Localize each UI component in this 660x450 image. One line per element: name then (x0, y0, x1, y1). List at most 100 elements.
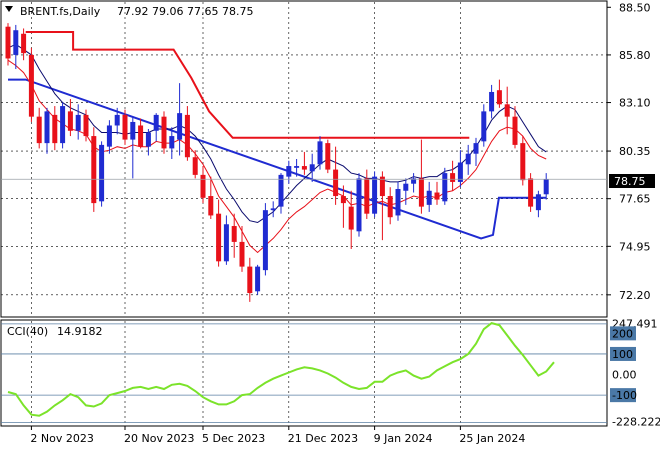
candle-body (177, 113, 183, 140)
candle-body (473, 143, 479, 154)
price-tick-label: 83.10 (619, 97, 651, 110)
candle-body (450, 173, 456, 182)
candle-body (340, 196, 346, 204)
candle-body (465, 153, 471, 165)
x-tick-label: 2 Nov 2023 (30, 432, 93, 445)
candle-body (200, 174, 206, 198)
x-tick-label: 20 Nov 2023 (124, 432, 194, 445)
current-price-badge (609, 174, 655, 188)
chart-title: BRENT.fs,Daily (20, 5, 101, 18)
candle-body (387, 196, 393, 218)
candle-body (75, 114, 81, 131)
candle-body (161, 116, 167, 149)
price-tick-label: 88.50 (619, 1, 651, 14)
envelope-upper-line (25, 31, 470, 139)
candle-body (184, 114, 190, 158)
candle-body (372, 176, 378, 214)
candle-body (325, 143, 331, 170)
candle-body (28, 54, 34, 117)
envelope-lower-line (8, 78, 547, 240)
candle-body (122, 114, 128, 140)
x-tick-label: 5 Dec 2023 (202, 432, 265, 445)
candle-body (52, 114, 58, 144)
price-tick-label: 77.65 (619, 193, 651, 206)
candle-body (262, 210, 268, 271)
candle-body (36, 116, 42, 144)
candle-body (333, 169, 339, 197)
price-tick-label: 74.95 (619, 240, 651, 253)
candle-body (543, 179, 549, 195)
candle-body (99, 144, 105, 202)
axis-labels: 88.50 85.80 83.10 80.35 77.65 74.95 72.20 2 Nov… (30, 1, 660, 445)
candle-body (395, 188, 401, 216)
cci-value: 14.9182 (57, 325, 103, 338)
cci-marks (7, 322, 555, 417)
cci-tick-label: 200 (612, 327, 633, 340)
candle-body (434, 192, 440, 200)
candle-body (130, 121, 136, 140)
cci-grid (1, 321, 607, 425)
candle-body (512, 116, 518, 145)
candle-body (356, 178, 362, 232)
candle-body (169, 136, 175, 149)
cci-label: CCI(40) (7, 325, 48, 338)
candle-body (216, 213, 222, 262)
candle-body (114, 114, 120, 126)
candle-body (21, 33, 27, 54)
chart-triangle-icon (5, 6, 13, 12)
candle-body (83, 114, 89, 137)
ohlc-readout: 77.92 79.06 77.65 78.75 (117, 5, 253, 18)
cci-line (7, 322, 555, 417)
candle-body (317, 141, 323, 165)
candle-body (426, 190, 432, 205)
candle-body (301, 166, 307, 170)
price-marks (1, 23, 607, 302)
price-tick-label: 80.35 (619, 145, 651, 158)
price-tick-label: 85.80 (619, 49, 651, 62)
candle-body (247, 266, 253, 294)
candle-body (153, 114, 159, 131)
candle-body (528, 178, 534, 207)
cci-tick-label: 0.00 (612, 369, 637, 382)
ma-fast-line (7, 59, 547, 254)
ma-slow-line (7, 43, 547, 224)
candle-body (67, 111, 73, 131)
cci-tick-label: -228.222 (612, 416, 660, 429)
candle-body (192, 157, 198, 175)
candle-body (5, 26, 11, 59)
price-tick-label: 72.20 (619, 289, 651, 302)
cci-panel-frame (0, 319, 608, 427)
candle-body (364, 178, 370, 214)
candle-body (91, 136, 97, 204)
candle-body (403, 183, 409, 191)
candle-body (106, 125, 112, 147)
candle-body (270, 208, 276, 211)
x-tick-label: 9 Jan 2024 (374, 432, 433, 445)
candle-body (418, 178, 424, 207)
candle-body (457, 162, 463, 182)
candle-body (255, 266, 261, 292)
candle-body (411, 178, 417, 184)
candle-body (504, 104, 510, 117)
candle-body (496, 90, 502, 105)
candle-body (208, 196, 214, 216)
candle-body (60, 106, 66, 144)
current-price-label: 78.75 (614, 175, 646, 188)
candle-body (379, 176, 385, 197)
candle-body (535, 194, 541, 211)
candle-body (231, 226, 237, 242)
candle-body (489, 91, 495, 112)
candle-body (138, 125, 144, 147)
candle-body (294, 166, 300, 168)
candle-body (348, 206, 354, 230)
candle-body (520, 143, 526, 181)
candle-body (239, 241, 245, 267)
cci-tick-label: 100 (612, 348, 633, 361)
cci-tick-label: -100 (612, 389, 637, 402)
candle-body (442, 173, 448, 202)
candle-body (145, 132, 151, 147)
candle-body (223, 224, 229, 262)
candle-body (13, 30, 19, 55)
x-tick-label: 21 Dec 2023 (288, 432, 358, 445)
x-tick-label: 25 Jan 2024 (459, 432, 525, 445)
